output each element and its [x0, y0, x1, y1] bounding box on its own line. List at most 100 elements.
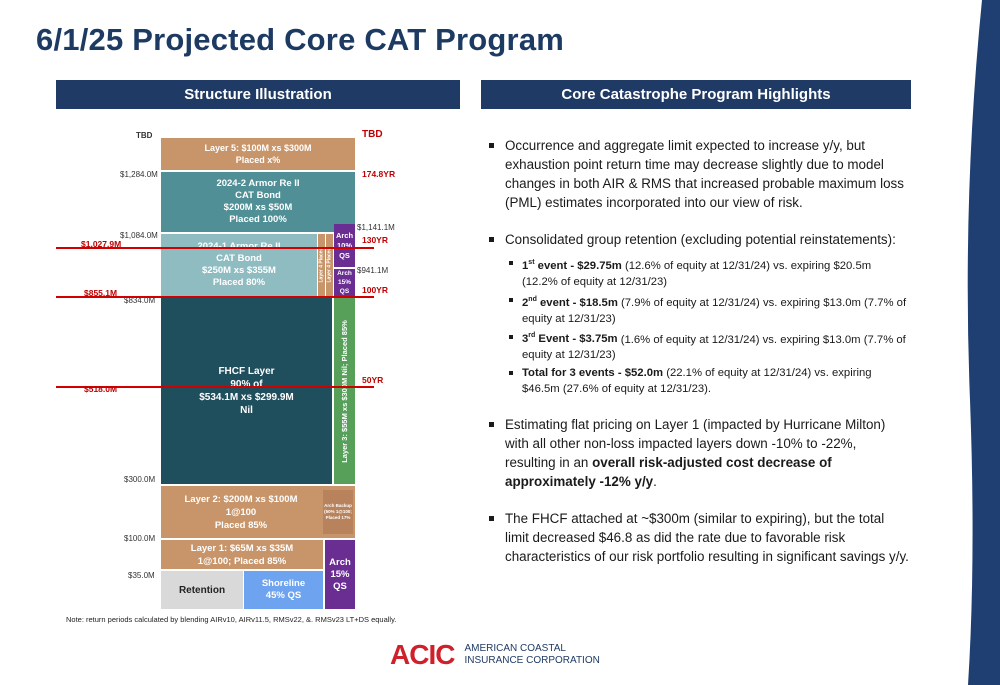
tiny-layer-strip-1-label: Layer 4 Placed [318, 247, 325, 283]
bullet-pricing-bold: overall risk-adjusted cost decrease of a… [505, 455, 832, 490]
page-title: 6/1/25 Projected Core CAT Program [36, 22, 565, 57]
tiny-layer-strip-2-label: Layer 4 Placed [326, 247, 333, 283]
company-logo: ACIC AMERICAN COASTAL INSURANCE CORPORAT… [390, 639, 600, 670]
armor1-line2: CAT Bond [216, 253, 262, 264]
layer-3-label: Layer 3: $55M xs $300M Nil; Placed 85% [340, 319, 350, 463]
fhcf-line4: Nil [240, 405, 253, 416]
layer-1-block: Layer 1: $65M xs $35M 1@100; Placed 85% [161, 540, 323, 569]
armor-2024-1-block: 2024-1 Armor Re II CAT Bond $250M xs $35… [161, 234, 317, 296]
label-518: $518.0M [84, 384, 118, 394]
layer-5-label: Layer 5: $100M xs $300M [204, 143, 312, 153]
arch15small-line1: Arch [337, 270, 352, 277]
sub-bullet-2nd-event: 2nd event - $18.5m (7.9% of equity at 12… [505, 292, 910, 327]
structure-illustration-header: Structure Illustration [56, 80, 460, 109]
shoreline-line1: Shoreline [261, 578, 306, 589]
red-line-1027 [56, 247, 374, 249]
red-line-855 [56, 296, 374, 298]
label-1027-9: $1,027.9M [81, 239, 122, 249]
label-300: $300.0M [124, 475, 156, 484]
armor1-line1: 2024-1 Armor Re II [197, 241, 280, 253]
arch-15-small-block: Arch 15% QS [334, 269, 355, 296]
arch10-line2: 10% [336, 240, 352, 250]
arch-10-qs-block: Arch 10% QS [334, 224, 355, 267]
arch-15-qs-block: Arch 15% QS [325, 540, 355, 609]
sub2-num: 2 [522, 296, 529, 309]
red-line-518 [56, 386, 374, 388]
armor2-line4: Placed 100% [229, 214, 287, 225]
label-tbd-right: TBD [362, 129, 383, 140]
armor-2024-2-block: 2024-2 Armor Re II CAT Bond $200M xs $50… [161, 172, 355, 232]
layer2-line3: Placed 85% [214, 519, 268, 531]
label-100yr: 100YR [362, 285, 388, 295]
bullet-retention: Consolidated group retention (excluding … [485, 230, 910, 397]
highlights-list: Occurrence and aggregate limit expected … [485, 136, 910, 584]
logo-text: AMERICAN COASTAL INSURANCE CORPORATION [464, 643, 599, 667]
sub-bullet-3rd-event: 3rd Event - $3.75m (1.6% of equity at 12… [505, 329, 910, 364]
fhcf-line1: FHCF Layer [218, 366, 275, 377]
sub1-bold: event - $29.75m [534, 259, 622, 272]
arch15small-line2: 15% QS [337, 279, 351, 295]
layer-2-block: Layer 2: $200M xs $100M 1@100 Placed 85% [161, 486, 355, 538]
layer-5-block: Layer 5: $100M xs $300M Placed x% [161, 138, 355, 170]
armor2-line2: CAT Bond [235, 190, 281, 201]
arch10-line3: QS [339, 250, 350, 260]
label-834: $834.0M [124, 296, 156, 305]
tiny-layer-strip-1: Layer 4 Placed [318, 234, 325, 296]
layer-5-placed: Placed x% [235, 155, 281, 165]
label-1284: $1,284.0M [120, 170, 158, 179]
arch10-line1: Arch [335, 230, 354, 240]
label-tbd-left: TBD [136, 131, 153, 140]
sub4-bold: Total for 3 events - $52.0m [522, 367, 664, 380]
label-855-1: $855.1M [84, 288, 118, 298]
sub2-bold: event - $18.5m [536, 296, 618, 309]
structure-diagram: TBD $1,284.0M $1,084.0M $834.0M $300.0M … [0, 0, 470, 640]
label-941: $941.1M [357, 266, 389, 275]
bullet-limit-text: Occurrence and aggregate limit expected … [505, 138, 904, 210]
label-100: $100.0M [124, 534, 156, 543]
sub3-bold: Event - $3.75m [535, 333, 618, 346]
armor1-line4: Placed 80% [212, 277, 266, 288]
bullet-fhcf-text: The FHCF attached at ~$300m (similar to … [505, 511, 909, 565]
shoreline-block: Shoreline 45% QS [244, 571, 323, 609]
tiny-layer-strip-2: Layer 4 Placed [326, 234, 333, 296]
sub3-rest: (1.6% of equity at 12/31/24) vs. expirin… [522, 333, 906, 362]
sub1-num: 1 [522, 259, 529, 272]
footnote: Note: return periods calculated by blend… [66, 615, 397, 624]
arch15-line3: QS [333, 580, 347, 592]
layer1-line1: Layer 1: $65M xs $35M [190, 542, 294, 554]
sub-bullet-total: Total for 3 events - $52.0m (22.1% of eq… [505, 365, 910, 397]
logo-line1: AMERICAN COASTAL [464, 643, 566, 654]
arch-backup-note: Arch Backup (50% 1@100; Placed 17% [324, 503, 352, 520]
label-1084: $1,084.0M [120, 231, 158, 240]
layer2-line2: 1@100 [225, 506, 257, 518]
fhcf-line2: 90% of [230, 379, 263, 390]
label-35: $35.0M [128, 571, 155, 580]
bullet-pricing-pre: Estimating flat pricing on Layer 1 (impa… [505, 417, 886, 471]
bullet-pricing-post: . [653, 474, 657, 490]
arch15-line1: Arch [329, 556, 351, 568]
highlights-header: Core Catastrophe Program Highlights [481, 80, 911, 109]
sub-bullet-1st-event: 1st event - $29.75m (12.6% of equity at … [505, 255, 910, 290]
armor1-line3: $250M xs $355M [202, 265, 276, 276]
sub3-num: 3 [522, 333, 529, 346]
sub2-sup: nd [528, 295, 537, 303]
fhcf-layer-block: FHCF Layer 90% of $534.1M xs $299.9M Nil [161, 298, 332, 484]
layer2-line1: Layer 2: $200M xs $100M [184, 493, 298, 505]
sub3-sup: rd [528, 332, 536, 340]
sub1-rest: (12.6% of equity at 12/31/24) vs. expiri… [522, 259, 872, 288]
retention-block: Retention [161, 571, 243, 609]
bullet-limit: Occurrence and aggregate limit expected … [485, 136, 910, 212]
layer1-line2: 1@100; Placed 85% [197, 555, 287, 567]
arch15-line2: 15% [330, 568, 350, 580]
armor2-line1: 2024-2 Armor Re II [216, 178, 300, 189]
bullet-fhcf: The FHCF attached at ~$300m (similar to … [485, 509, 910, 566]
label-1141: $1,141.1M [357, 223, 395, 232]
page-number: 12 [951, 645, 966, 660]
shoreline-line2: 45% QS [265, 590, 302, 601]
decorative-side-band [964, 0, 1000, 685]
logo-mark: ACIC [390, 639, 455, 670]
sub4-rest: (22.1% of equity at 12/31/24) vs. expiri… [522, 367, 872, 396]
label-130yr: 130YR [362, 235, 388, 245]
sub2-rest: (7.9% of equity at 12/31/24) vs. expirin… [522, 296, 907, 325]
fhcf-line3: $534.1M xs $299.9M [199, 392, 294, 403]
